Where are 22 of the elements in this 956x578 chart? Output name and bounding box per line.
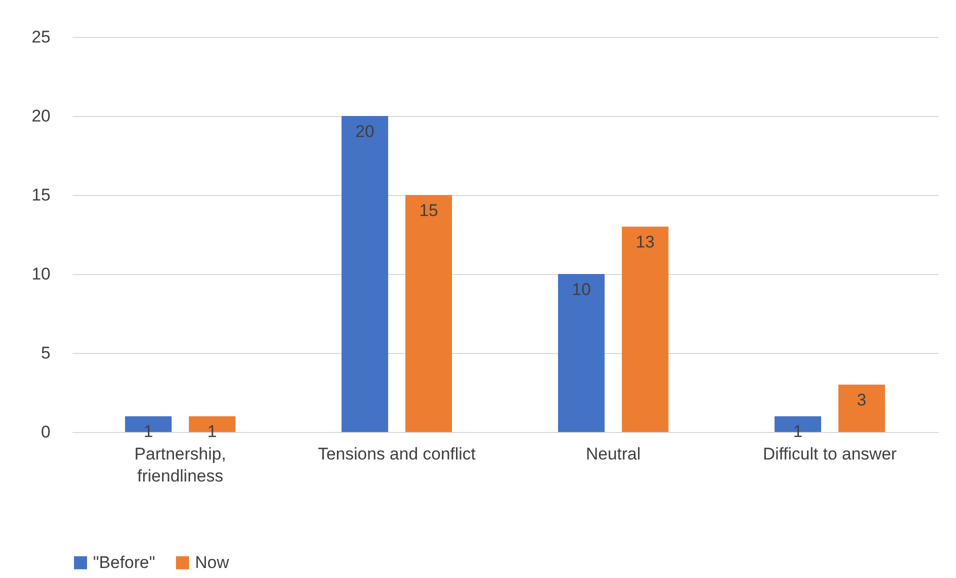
data-label: 13 [636,232,655,252]
data-label: 3 [856,390,866,410]
y-tick-label: 10 [32,264,50,284]
x-tick-label: Partnership, friendliness [134,444,226,486]
bar [342,116,388,432]
data-label: 20 [355,122,374,141]
data-label: 10 [572,280,591,299]
y-tick-label: 0 [41,422,50,442]
bar [405,195,452,432]
bar [622,226,668,432]
y-tick-label: 5 [41,344,50,362]
x-tick-label: Neutral [586,444,641,464]
y-tick-label: 15 [32,186,50,204]
y-tick-label: 25 [32,28,50,46]
x-tick-label: Difficult to answer [762,444,898,464]
x-tick-label: Tensions and conflict [318,444,476,464]
legend-label: "Before" [93,552,156,572]
bar [838,384,885,432]
legend-label: Now [195,552,230,572]
y-tick-label: 20 [32,106,50,126]
bar [558,274,605,432]
data-label: 15 [419,201,438,220]
